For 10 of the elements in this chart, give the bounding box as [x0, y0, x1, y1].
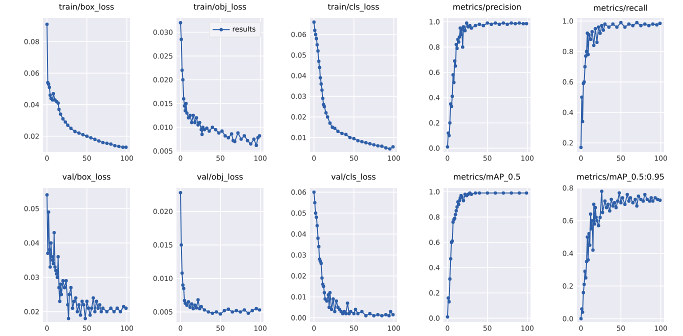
chart-title: train/box_loss [59, 4, 114, 12]
chart-title: metrics/mAP_0.5 [454, 174, 520, 182]
chart-title: val/obj_loss [197, 174, 243, 182]
chart-title: train/obj_loss [194, 4, 246, 12]
chart-title: val/cls_loss [331, 174, 376, 182]
chart-title: metrics/recall [594, 4, 647, 12]
chart-title: metrics/mAP_0.5:0.95 [577, 174, 664, 182]
chart-title: train/cls_loss [328, 4, 379, 12]
chart-title: metrics/precision [453, 4, 521, 12]
chart-title: val/box_loss [62, 174, 110, 182]
